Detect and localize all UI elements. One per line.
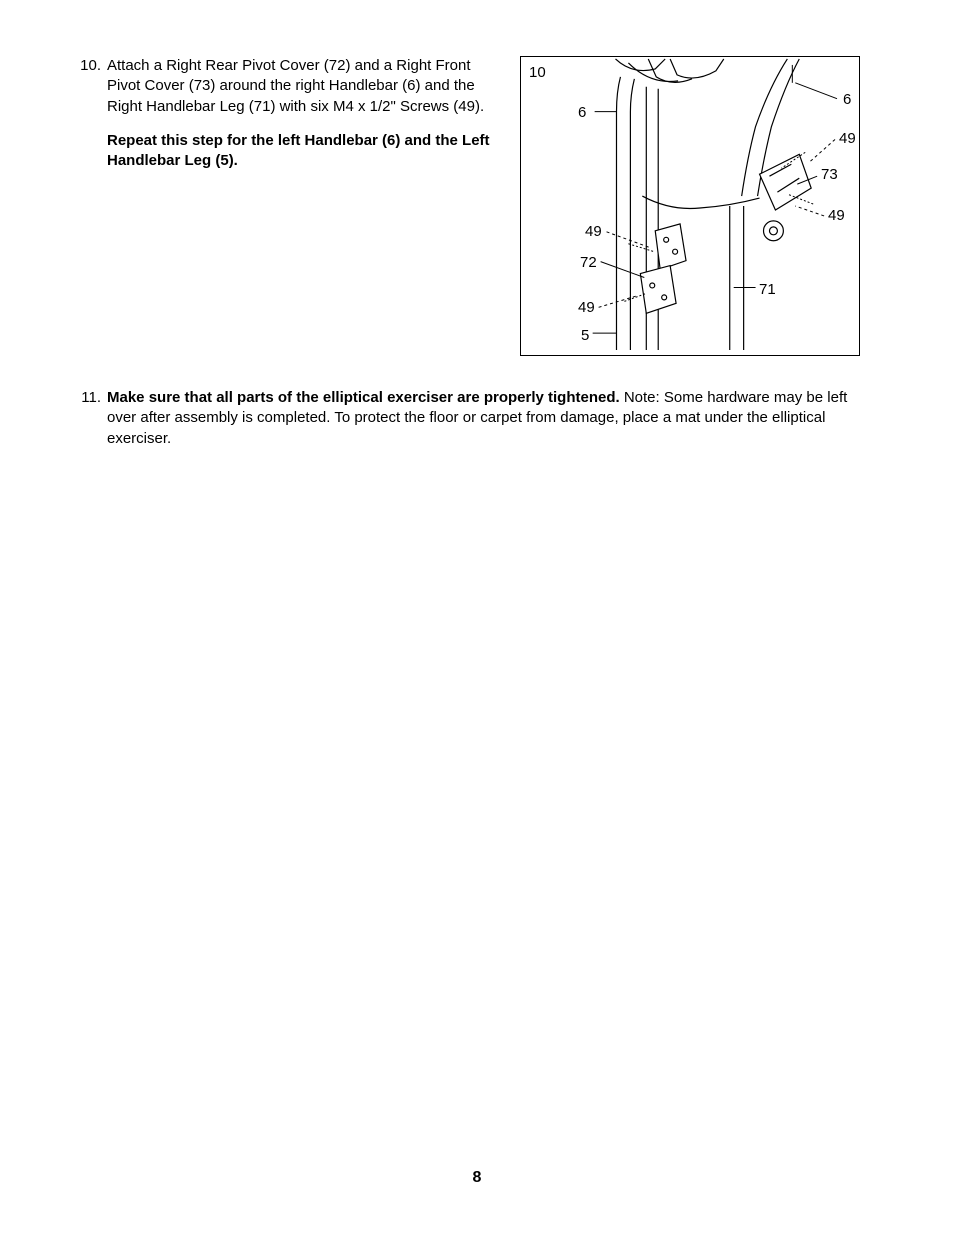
step-11-bold-lead: Make sure that all parts of the elliptic… [107, 389, 624, 406]
step-11-number: 11. [78, 388, 107, 408]
callout-49-right: 49 [828, 206, 845, 226]
callout-49-left: 49 [585, 222, 602, 242]
step-10-number: 10. [78, 56, 107, 76]
step-11: 11. Make sure that all parts of the elli… [78, 388, 879, 463]
page-number: 8 [0, 1167, 954, 1189]
step-11-paragraph: Make sure that all parts of the elliptic… [107, 388, 879, 449]
step-10: 10. Attach a Right Rear Pivot Cover (72)… [78, 56, 498, 185]
callout-49-upper-right: 49 [839, 129, 856, 149]
document-page: 10. Attach a Right Rear Pivot Cover (72)… [0, 0, 954, 1235]
callout-73: 73 [821, 165, 838, 185]
assembly-diagram-svg [521, 57, 859, 355]
step-10-body: Attach a Right Rear Pivot Cover (72) and… [107, 56, 498, 185]
step-10-paragraph: Attach a Right Rear Pivot Cover (72) and… [107, 56, 498, 117]
step-10-text-column: 10. Attach a Right Rear Pivot Cover (72)… [78, 56, 498, 197]
callout-72: 72 [580, 253, 597, 273]
step-11-body: Make sure that all parts of the elliptic… [107, 388, 879, 463]
callout-6-left: 6 [578, 103, 586, 123]
callout-71: 71 [759, 280, 776, 300]
callout-49-lower: 49 [578, 298, 595, 318]
callout-5: 5 [581, 326, 589, 346]
step-10-bold-note: Repeat this step for the left Handlebar … [107, 131, 498, 172]
step-10-row: 10. Attach a Right Rear Pivot Cover (72)… [78, 56, 879, 356]
callout-6-right: 6 [843, 90, 851, 110]
step-10-figure: 10 [520, 56, 860, 356]
